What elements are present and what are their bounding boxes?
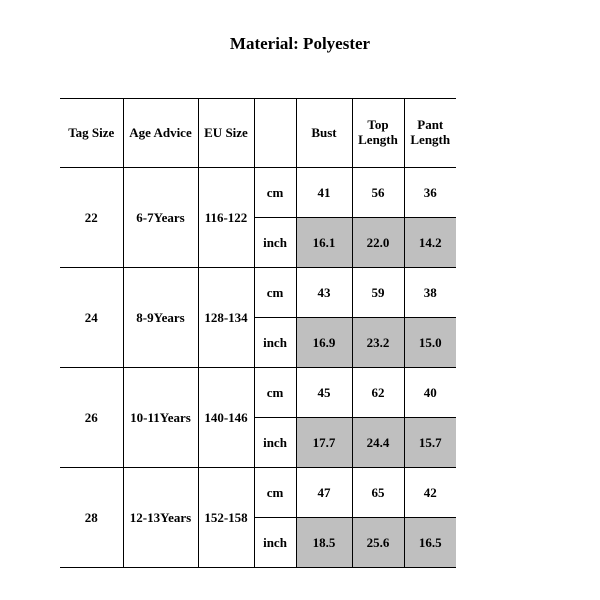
- cell-tag: 22: [60, 168, 123, 268]
- col-top-length-l1: Top: [367, 117, 388, 132]
- col-eu-size: EU Size: [198, 99, 254, 168]
- cell-unit-cm: cm: [254, 368, 296, 418]
- size-chart-table: Tag Size Age Advice EU Size Bust Top Len…: [60, 98, 456, 568]
- cell-eu: 140-146: [198, 368, 254, 468]
- cell-unit-inch: inch: [254, 418, 296, 468]
- cell-unit-cm: cm: [254, 468, 296, 518]
- cell-bust-cm: 41: [296, 168, 352, 218]
- col-pant-length: Pant Length: [404, 99, 456, 168]
- cell-bust-inch: 16.9: [296, 318, 352, 368]
- col-age-advice: Age Advice: [123, 99, 198, 168]
- col-pant-length-l2: Length: [410, 132, 450, 147]
- page-title: Material: Polyester: [0, 34, 600, 54]
- cell-pant-cm: 40: [404, 368, 456, 418]
- cell-top-inch: 22.0: [352, 218, 404, 268]
- cell-top-inch: 25.6: [352, 518, 404, 568]
- table-header-row: Tag Size Age Advice EU Size Bust Top Len…: [60, 99, 456, 168]
- cell-age: 8-9Years: [123, 268, 198, 368]
- col-top-length-l2: Length: [358, 132, 398, 147]
- cell-tag: 24: [60, 268, 123, 368]
- cell-bust-cm: 45: [296, 368, 352, 418]
- cell-unit-inch: inch: [254, 318, 296, 368]
- table-row: 24 8-9Years 128-134 cm 43 59 38: [60, 268, 456, 318]
- cell-top-cm: 56: [352, 168, 404, 218]
- cell-unit-cm: cm: [254, 268, 296, 318]
- cell-unit-cm: cm: [254, 168, 296, 218]
- cell-age: 6-7Years: [123, 168, 198, 268]
- page: Material: Polyester Tag Size Age Advice …: [0, 0, 600, 600]
- cell-pant-cm: 42: [404, 468, 456, 518]
- cell-bust-inch: 18.5: [296, 518, 352, 568]
- col-bust: Bust: [296, 99, 352, 168]
- cell-age: 10-11Years: [123, 368, 198, 468]
- cell-pant-inch: 15.7: [404, 418, 456, 468]
- cell-bust-inch: 17.7: [296, 418, 352, 468]
- cell-bust-cm: 47: [296, 468, 352, 518]
- col-pant-length-l1: Pant: [417, 117, 443, 132]
- table-row: 22 6-7Years 116-122 cm 41 56 36: [60, 168, 456, 218]
- cell-top-cm: 62: [352, 368, 404, 418]
- table-row: 26 10-11Years 140-146 cm 45 62 40: [60, 368, 456, 418]
- col-top-length: Top Length: [352, 99, 404, 168]
- cell-tag: 28: [60, 468, 123, 568]
- cell-eu: 152-158: [198, 468, 254, 568]
- col-tag-size: Tag Size: [60, 99, 123, 168]
- cell-top-cm: 65: [352, 468, 404, 518]
- cell-bust-inch: 16.1: [296, 218, 352, 268]
- cell-unit-inch: inch: [254, 218, 296, 268]
- cell-pant-cm: 36: [404, 168, 456, 218]
- cell-top-inch: 23.2: [352, 318, 404, 368]
- table-row: 28 12-13Years 152-158 cm 47 65 42: [60, 468, 456, 518]
- cell-eu: 116-122: [198, 168, 254, 268]
- cell-unit-inch: inch: [254, 518, 296, 568]
- cell-pant-inch: 15.0: [404, 318, 456, 368]
- cell-bust-cm: 43: [296, 268, 352, 318]
- cell-tag: 26: [60, 368, 123, 468]
- cell-age: 12-13Years: [123, 468, 198, 568]
- cell-pant-inch: 16.5: [404, 518, 456, 568]
- cell-top-inch: 24.4: [352, 418, 404, 468]
- cell-top-cm: 59: [352, 268, 404, 318]
- cell-pant-inch: 14.2: [404, 218, 456, 268]
- cell-pant-cm: 38: [404, 268, 456, 318]
- col-unit: [254, 99, 296, 168]
- cell-eu: 128-134: [198, 268, 254, 368]
